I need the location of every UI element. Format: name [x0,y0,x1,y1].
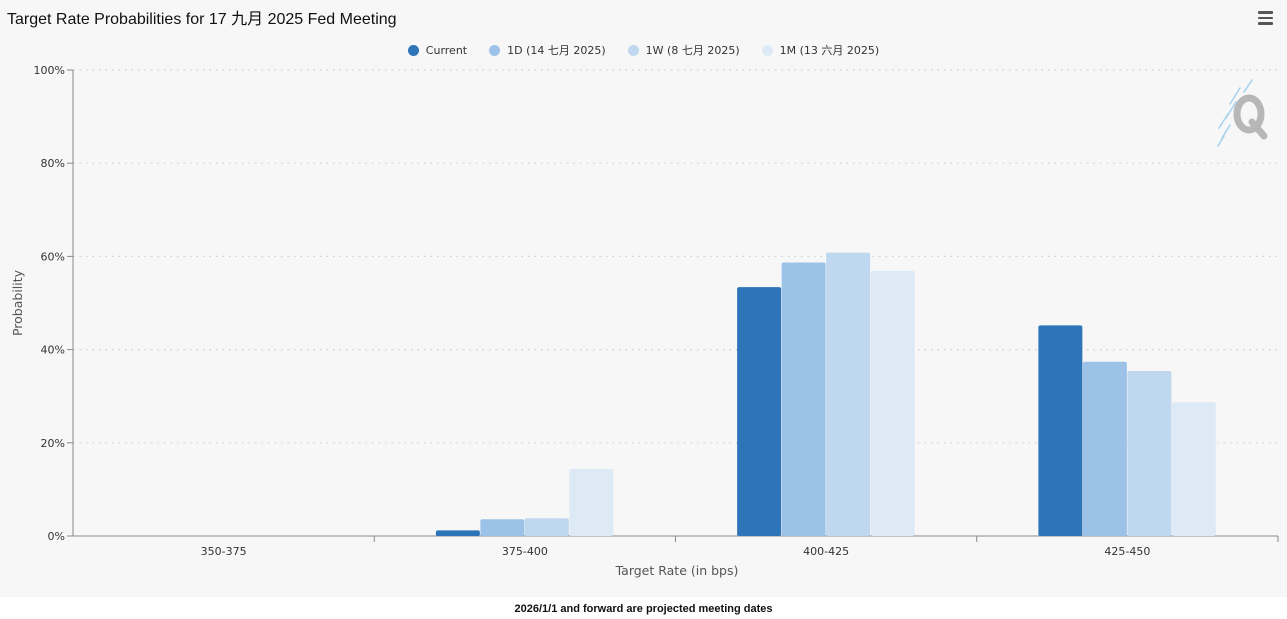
chart-menu-button[interactable] [1254,8,1276,28]
plot-area: 0% 20% 40% 60% 80% 100% 350-375 375-400 400-425 4… [10,64,1279,578]
label-layer: 0% 20% 40% 60% 80% 100% 350-375 375-400 400-425 4… [34,64,1151,558]
legend-label-1w: 1W (8 七月 2025) [645,44,740,57]
y-tick-label: 100% [34,64,65,77]
legend-label-current: Current [425,43,468,57]
bar-1w-375-400[interactable] [524,518,569,536]
legend-item-1d[interactable]: 1D (14 七月 2025) [489,42,606,58]
legend-item-current[interactable]: Current [407,43,468,57]
bar-current-425-450[interactable] [1038,325,1083,536]
hamburger-line [1257,22,1273,25]
x-tick-label: 375-400 [502,545,548,558]
bar-1d-400-425[interactable] [781,262,826,536]
bar-1m-400-425[interactable] [870,270,915,536]
x-axis-title: Target Rate (in bps) [615,563,739,578]
bar-1w-425-450[interactable] [1127,371,1172,536]
bar-1w-400-425[interactable] [826,252,871,536]
y-tick-label: 60% [41,250,65,263]
y-tick-label: 20% [41,437,65,450]
legend-item-1w[interactable]: 1W (8 七月 2025) [627,42,740,58]
x-tick-label: 400-425 [803,545,849,558]
hamburger-line [1257,16,1273,20]
bar-layer [435,252,1216,536]
y-tick-label: 40% [41,344,65,357]
legend-swatch-current [407,44,419,56]
q-logo-icon [1217,79,1268,147]
legend-swatch-1d [489,44,501,56]
bar-1m-375-400[interactable] [569,468,614,536]
y-tick-label: 80% [41,157,65,170]
x-tick-label: 425-450 [1104,545,1150,558]
hamburger-menu-icon [1257,11,1273,14]
y-axis-title: Probability [10,269,25,336]
chart-legend: Current 1D (14 七月 2025) 1W (8 七月 2025) 1… [0,41,1287,59]
bar-current-375-400[interactable] [435,530,480,536]
bar-1d-375-400[interactable] [480,519,525,536]
y-tick-label: 0% [48,530,65,543]
legend-label-1m: 1M (13 六月 2025) [779,44,880,57]
bar-1m-425-450[interactable] [1171,402,1216,536]
footer-note: 2026/1/1 and forward are projected meeti… [514,603,773,615]
chart-title: Target Rate Probabilities for 17 九月 2025… [7,11,397,28]
chart-panel: Target Rate Probabilities for 17 九月 2025… [0,8,1287,578]
bar-1d-425-450[interactable] [1082,361,1127,536]
legend-swatch-1w [627,44,639,56]
legend-swatch-1m [761,44,773,56]
legend-label-1d: 1D (14 七月 2025) [507,44,606,57]
legend-item-1m[interactable]: 1M (13 六月 2025) [761,42,880,58]
x-tick-label: 350-375 [201,545,247,558]
bar-current-400-425[interactable] [737,287,782,536]
